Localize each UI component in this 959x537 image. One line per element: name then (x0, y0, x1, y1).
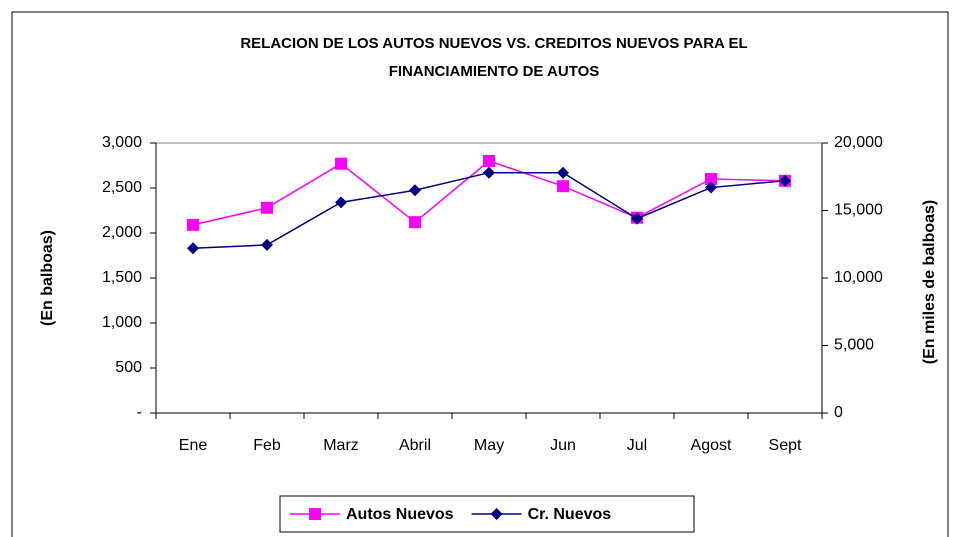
x-tick-label: May (474, 437, 504, 454)
x-tick-label: Jul (627, 437, 647, 454)
y2-tick-label: 0 (834, 404, 843, 421)
chart-title: FINANCIAMIENTO DE AUTOS (389, 63, 600, 80)
legend-label: Autos Nuevos (346, 506, 454, 523)
x-tick-label: Marz (323, 437, 359, 454)
legend-label: Cr. Nuevos (528, 506, 612, 523)
y2-tick-label: 5,000 (834, 337, 874, 354)
y2-tick-label: 20,000 (834, 134, 883, 151)
marker (779, 174, 791, 187)
x-tick-label: Agost (691, 437, 732, 454)
marker (335, 196, 347, 209)
marker (631, 212, 643, 225)
marker (557, 180, 569, 193)
marker (261, 201, 273, 214)
marker (409, 184, 421, 197)
x-tick-label: Abril (399, 437, 431, 454)
x-tick-label: Sept (769, 437, 802, 454)
y2-tick-label: 10,000 (834, 269, 883, 286)
marker (483, 166, 495, 179)
y2-tick-label: 15,000 (834, 202, 883, 219)
marker (187, 242, 199, 255)
y-tick-label: 1,000 (102, 314, 142, 331)
marker (261, 238, 273, 251)
marker (335, 157, 347, 170)
y-axis-title: (En balboas) (39, 230, 56, 326)
marker (483, 155, 495, 167)
y-tick-label: 2,000 (102, 224, 142, 241)
marker (409, 216, 421, 229)
y-tick-label: - (137, 404, 142, 421)
y-tick-label: 500 (115, 359, 142, 376)
y2-axis-title: (En miles de balboas) (921, 200, 938, 364)
y-tick-label: 3,000 (102, 134, 142, 151)
chart-title: RELACION DE LOS AUTOS NUEVOS VS. CREDITO… (240, 35, 747, 52)
series-line (192, 171, 786, 250)
x-tick-label: Feb (253, 437, 281, 454)
marker (705, 173, 717, 185)
marker (557, 166, 569, 179)
x-tick-label: Jun (550, 437, 576, 454)
marker (490, 508, 503, 520)
y-tick-label: 2,500 (102, 179, 142, 196)
plot-area (155, 142, 823, 414)
y-tick-label: 1,500 (102, 269, 142, 286)
marker (705, 181, 717, 194)
chart-frame (11, 11, 949, 537)
marker (309, 508, 321, 520)
marker (187, 218, 199, 231)
x-tick-label: Ene (179, 437, 208, 454)
